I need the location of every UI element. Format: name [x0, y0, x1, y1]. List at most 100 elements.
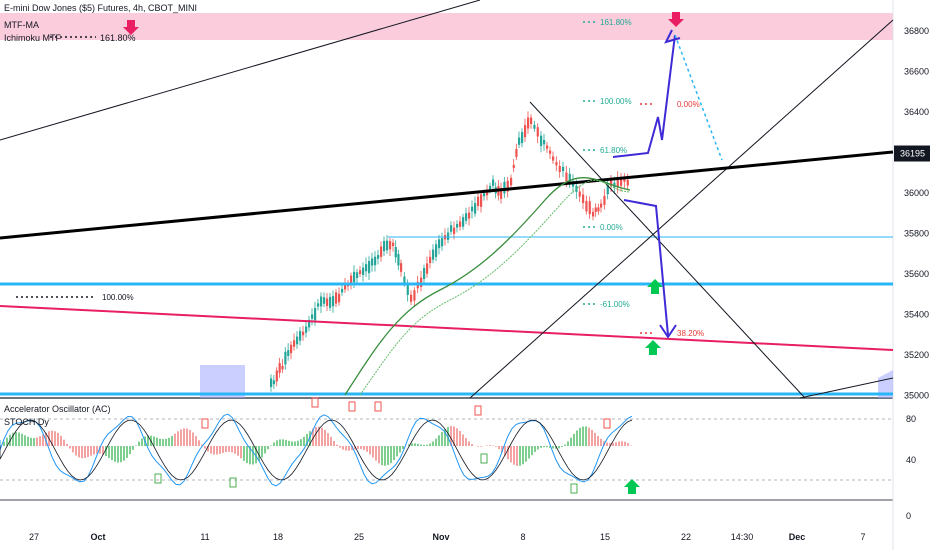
ac-bar: [423, 444, 425, 446]
ac-bar: [402, 446, 404, 450]
ac-bar: [609, 443, 611, 446]
ac-bar: [627, 443, 629, 446]
ac-bar: [222, 446, 224, 453]
candle-body: [510, 177, 513, 186]
candle-body: [350, 275, 353, 284]
candle-body: [527, 117, 530, 129]
candle-body: [588, 201, 591, 215]
stoch-k-line: [0, 413, 633, 487]
ac-bar: [18, 432, 20, 446]
ac-bar: [621, 441, 623, 446]
ac-bar: [117, 446, 119, 463]
candle-body: [332, 296, 335, 307]
ac-bar: [120, 446, 122, 463]
ac-bar: [252, 446, 254, 465]
candle-body: [477, 196, 480, 206]
candle-body: [314, 308, 317, 321]
time-tick-label: Dec: [789, 532, 806, 542]
ac-bar: [189, 429, 191, 446]
ac-bar: [90, 446, 92, 456]
ac-bar: [27, 436, 29, 446]
down-arrow-icon: [123, 20, 139, 35]
current-price-label: 36195: [900, 149, 925, 159]
fib-label: 100.00%: [600, 97, 632, 106]
ac-bar: [36, 437, 38, 446]
candle-body: [512, 164, 515, 168]
price-tick-label: 35800: [904, 229, 929, 239]
ac-bar: [300, 439, 302, 446]
ac-bar: [15, 432, 17, 446]
moving-average-line: [359, 179, 631, 396]
ac-bar: [351, 446, 353, 451]
ac-bar: [204, 446, 206, 449]
candle-body: [503, 181, 506, 194]
stoch-signal-marker: [374, 401, 382, 412]
candle-body: [410, 294, 413, 302]
resistance-zone: [0, 13, 893, 40]
ac-bar: [387, 446, 389, 466]
bullish-projection: [612, 34, 676, 158]
ac-bar: [588, 427, 590, 446]
pink-trendline: [0, 305, 894, 351]
stoch-signal-marker: [154, 473, 162, 484]
ac-bar: [234, 446, 236, 454]
ac-bar: [570, 437, 572, 446]
time-tick-label: 14:30: [731, 532, 754, 542]
price-tick-label: 36800: [904, 26, 929, 36]
candle-body: [518, 137, 521, 145]
ac-bar: [186, 428, 188, 446]
fib-label: 100.00%: [102, 293, 134, 302]
ac-bar: [378, 446, 380, 464]
drawings: 161.80% 100.00% 61.80% 0.00% -61.00% 0.00% 38.…: [0, 0, 894, 494]
ac-bar: [93, 446, 95, 455]
ac-bar: [99, 446, 101, 454]
ac-bar: [39, 436, 41, 446]
ac-bar: [297, 440, 299, 446]
ac-bar: [327, 433, 329, 446]
ac-bar: [333, 441, 335, 446]
ac-bar: [459, 431, 461, 446]
candle-body: [374, 256, 377, 266]
ac-bar: [330, 437, 332, 446]
osc-tick-label: 40: [906, 455, 916, 465]
projection-arrowhead: [664, 29, 681, 44]
ac-bar: [321, 427, 323, 446]
ac-bar: [45, 432, 47, 446]
ac-bar: [471, 444, 473, 446]
candle-body: [620, 178, 623, 186]
fib-label: -61.00%: [600, 300, 630, 309]
time-tick-label: 27: [29, 532, 39, 542]
ac-bar: [600, 438, 602, 446]
down-arrow-icon: [668, 12, 684, 27]
ac-bar: [114, 446, 116, 462]
candle-body: [536, 127, 539, 137]
candle-body: [383, 240, 386, 252]
ac-bar: [255, 446, 257, 464]
time-tick-label: 15: [600, 532, 610, 542]
candle-body: [471, 206, 474, 212]
ac-bar: [396, 446, 398, 457]
price-tick-label: 35600: [904, 269, 929, 279]
up-arrow-icon: [624, 479, 640, 494]
ac-bar: [318, 426, 320, 446]
candle-body: [450, 225, 453, 232]
ac-bar: [453, 426, 455, 446]
ac-bar: [597, 435, 599, 446]
ac-bar: [312, 428, 314, 446]
ac-bar: [111, 446, 113, 461]
ac-bar: [315, 427, 317, 446]
candle-body: [515, 149, 518, 157]
ac-bar: [441, 431, 443, 446]
fib-label: 0.00%: [600, 223, 623, 232]
ac-bar: [165, 438, 167, 446]
ac-bar: [288, 440, 290, 446]
candle-body: [394, 246, 397, 258]
candle-body: [552, 156, 555, 161]
candle-body: [365, 264, 368, 272]
symbol-title: E-mini Dow Jones ($5) Futures, 4h, CBOT_…: [4, 3, 198, 13]
ac-bar: [522, 446, 524, 465]
ac-bar: [525, 446, 527, 462]
stoch-signal-marker: [480, 453, 488, 464]
candle-body: [400, 263, 403, 272]
